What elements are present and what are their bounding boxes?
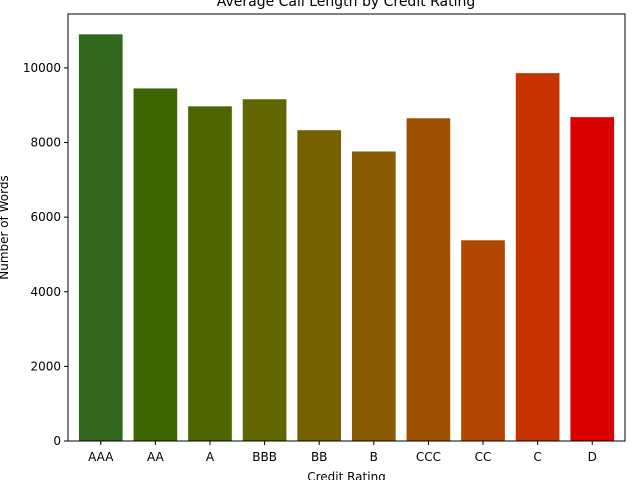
x-tick-label: C [533,450,541,464]
bar-bb [297,130,342,441]
x-axis-label: Credit Rating [307,470,386,480]
y-tick-label: 6000 [30,210,61,224]
bars-group [78,34,615,442]
bar-d [570,117,615,441]
plot-frame [67,13,626,442]
x-tick-label: B [370,450,378,464]
x-tick-label: CCC [416,450,441,464]
y-axis-label: Number of Words [0,175,11,280]
bar-cc [461,240,505,441]
bar-bbb [242,99,287,441]
bar-ccc [406,118,451,441]
bar-aa [133,88,178,442]
x-axis: AAA AA A BBB BB B CCC CC C D [88,441,597,464]
y-axis: 0 2000 4000 6000 8000 10000 [23,61,68,448]
x-tick-label: AA [147,450,165,464]
x-tick-label: D [588,450,597,464]
bar-a [188,106,232,441]
y-tick-label: 4000 [30,285,61,299]
y-tick-label: 8000 [30,136,61,150]
x-tick-label: A [206,450,215,464]
bar-aaa [78,34,123,441]
bar-c [515,73,560,442]
bar-b [351,151,396,441]
x-tick-label: BBB [252,450,277,464]
x-tick-label: BB [311,450,327,464]
x-tick-label: AAA [88,450,114,464]
chart-title: Average Call Length by Credit Rating [217,0,476,10]
x-tick-label: CC [475,450,492,464]
y-tick-label: 10000 [23,61,61,75]
y-tick-label: 0 [53,434,61,448]
y-tick-label: 2000 [30,359,61,373]
